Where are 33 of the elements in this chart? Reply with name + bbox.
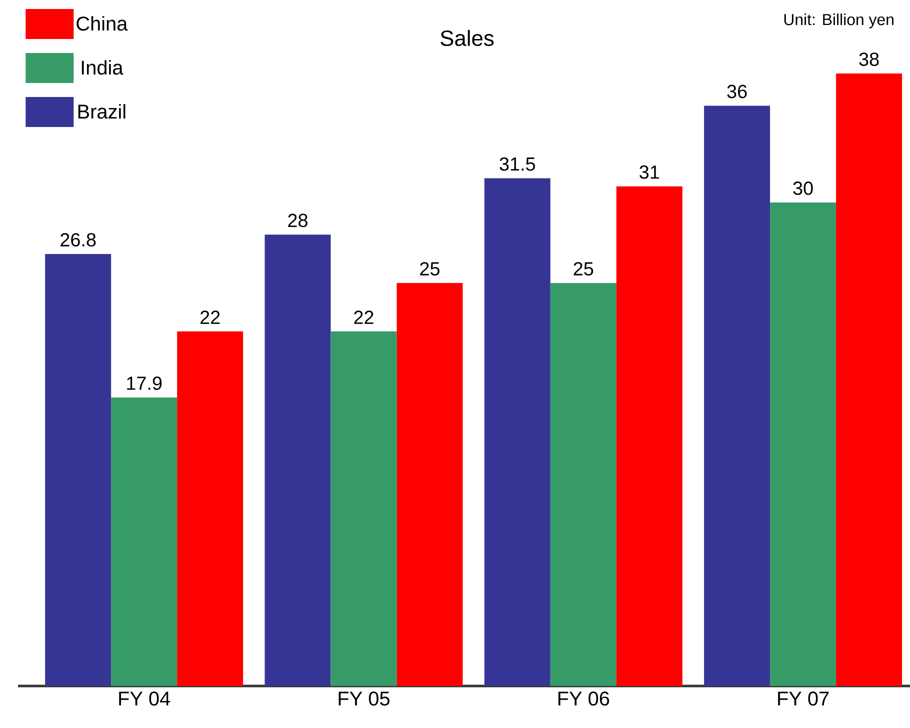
data-label: 22 [354, 310, 374, 324]
legend-label: India [82, 60, 124, 75]
legend-label: Brazil [78, 104, 126, 119]
data-label: 31.5 [500, 157, 536, 171]
chart-title: Sales [440, 30, 494, 46]
bar [770, 202, 836, 686]
bar [616, 186, 682, 686]
data-label: 28 [288, 214, 308, 228]
data-label: 25 [420, 262, 440, 276]
data-label: 25 [574, 262, 594, 276]
x-tick-label: FY 06 [558, 692, 610, 706]
bar [704, 106, 770, 686]
data-label: 26.8 [60, 233, 96, 246]
legend-label: China [76, 16, 128, 31]
bar [45, 254, 112, 686]
bar [396, 283, 463, 686]
x-tick-label: FY 05 [338, 692, 390, 706]
data-label: 38 [859, 52, 879, 66]
data-label: 30 [793, 182, 813, 195]
data-label: 31 [640, 165, 659, 179]
bar [484, 178, 550, 686]
bar [550, 283, 616, 686]
data-label: 22 [200, 310, 220, 324]
x-tick-label: FY 04 [119, 692, 170, 706]
x-tick-label: FY 07 [778, 692, 829, 706]
bar [836, 73, 902, 686]
bar [177, 331, 244, 686]
bar [264, 234, 331, 686]
data-label: 36 [727, 84, 747, 98]
data-label: 17.9 [127, 376, 162, 390]
text: Unit: Billion yen [784, 14, 894, 28]
bar [111, 397, 178, 686]
bar [330, 331, 397, 686]
